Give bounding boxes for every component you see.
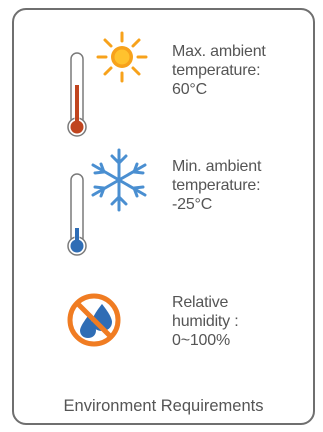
humidity-line-2: humidity :	[172, 313, 239, 330]
min-temperature-value: -25°C	[172, 196, 213, 213]
footer-caption: Environment Requirements	[63, 397, 264, 415]
max-temperature-value: 60°C	[172, 81, 207, 98]
min-temperature-line-2: temperature:	[172, 177, 261, 194]
humidity-line-1: Relative	[172, 294, 229, 311]
min-temperature-line-1: Min. ambient	[172, 158, 262, 175]
max-temperature-line-2: temperature:	[172, 62, 261, 79]
no-water-drops-icon	[64, 290, 124, 350]
environment-requirements-card: Max. ambient temperature: 60°C	[12, 8, 315, 425]
thermometer-snowflake-icon	[64, 142, 154, 262]
max-temperature-label: Max. ambient temperature: 60°C	[172, 42, 312, 99]
max-temperature-line-1: Max. ambient	[172, 43, 266, 60]
humidity-label: Relative humidity : 0~100%	[172, 293, 312, 350]
humidity-value: 0~100%	[172, 332, 230, 349]
min-temperature-label: Min. ambient temperature: -25°C	[172, 157, 312, 214]
thermometer-sun-icon	[64, 27, 154, 143]
